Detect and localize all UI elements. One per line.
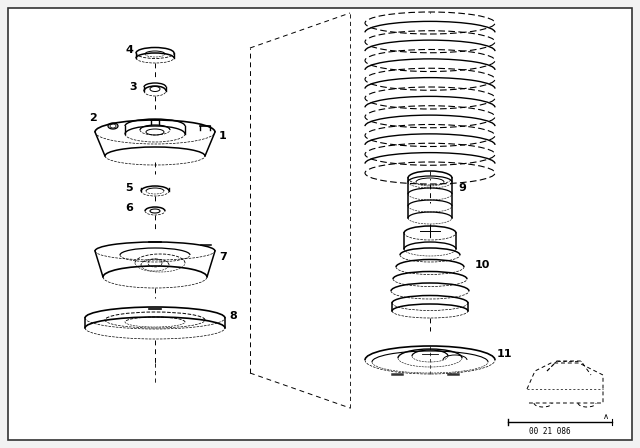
- Text: 6: 6: [125, 203, 133, 213]
- Text: 11: 11: [496, 349, 512, 359]
- Text: 2: 2: [89, 113, 97, 123]
- Text: 10: 10: [474, 260, 490, 270]
- Text: 5: 5: [125, 183, 133, 193]
- Text: 00 21 086: 00 21 086: [529, 426, 571, 435]
- Text: 7: 7: [219, 252, 227, 262]
- Text: ∧: ∧: [603, 412, 609, 421]
- Text: 8: 8: [229, 311, 237, 321]
- Text: 9: 9: [458, 183, 466, 193]
- Text: 4: 4: [125, 45, 133, 55]
- Text: 1: 1: [219, 131, 227, 141]
- Text: 3: 3: [129, 82, 137, 92]
